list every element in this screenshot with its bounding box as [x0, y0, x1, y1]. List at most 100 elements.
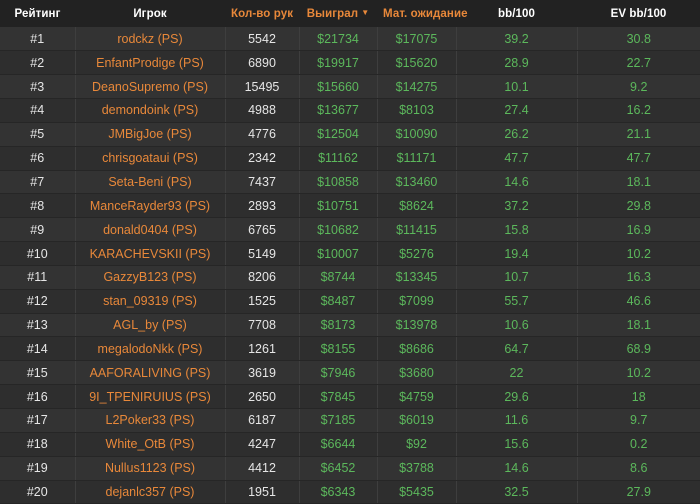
cell-amount-won: $7845 [299, 384, 378, 409]
cell-bb-per-100: 47.7 [456, 146, 578, 171]
table-row[interactable]: #5 JMBigJoe (PS) 4776 $12504 $10090 26.2 21.1 [0, 122, 700, 147]
cell-rank: #4 [0, 98, 76, 123]
cell-hands-count: 5149 [225, 241, 300, 266]
cell-rank: #6 [0, 146, 76, 171]
cell-hands-count: 2342 [225, 146, 300, 171]
cell-player-name[interactable]: EnfantProdige (PS) [75, 50, 226, 76]
cell-player-name[interactable]: rodckz (PS) [75, 27, 226, 52]
cell-bb-per-100: 22 [456, 360, 578, 386]
cell-hands-count: 5542 [225, 27, 300, 52]
cell-player-name[interactable]: White_OtB (PS) [75, 432, 226, 457]
column-header-ev[interactable]: Мат. ожидание [377, 0, 468, 27]
cell-hands-count: 1261 [225, 336, 300, 362]
table-row[interactable]: #18 White_OtB (PS) 4247 $6644 $92 15.6 0.2 [0, 432, 700, 457]
cell-expected-value: $8624 [377, 193, 457, 219]
table-row[interactable]: #2 EnfantProdige (PS) 6890 $19917 $15620 28.9… [0, 50, 700, 76]
cell-ev-bb-per-100: 0.2 [577, 432, 700, 457]
cell-player-name[interactable]: Nullus1123 (PS) [75, 456, 226, 481]
table-row[interactable]: #8 ManceRayder93 (PS) 2893 $10751 $8624 37.2 2… [0, 193, 700, 219]
cell-player-name[interactable]: ManceRayder93 (PS) [75, 193, 226, 219]
cell-hands-count: 6187 [225, 408, 300, 433]
table-row[interactable]: #13 AGL_by (PS) 7708 $8173 $13978 10.6 18.1 [0, 313, 700, 338]
cell-hands-count: 6765 [225, 217, 300, 243]
cell-player-name[interactable]: megalodoNkk (PS) [75, 336, 226, 362]
table-row[interactable]: #11 GazzyB123 (PS) 8206 $8744 $13345 10.7 16.3 [0, 265, 700, 290]
cell-ev-bb-per-100: 9.2 [577, 74, 700, 100]
cell-expected-value: $8686 [377, 336, 457, 362]
table-row[interactable]: #9 donald0404 (PS) 6765 $10682 $11415 15.8 16.… [0, 217, 700, 243]
cell-ev-bb-per-100: 27.9 [577, 480, 700, 504]
cell-rank: #18 [0, 432, 76, 457]
cell-rank: #13 [0, 313, 76, 338]
cell-rank: #3 [0, 74, 76, 100]
column-header-ev-label: Мат. ожидание [383, 7, 468, 20]
cell-ev-bb-per-100: 68.9 [577, 336, 700, 362]
cell-bb-per-100: 37.2 [456, 193, 578, 219]
column-header-player[interactable]: Игрок [75, 0, 225, 27]
cell-player-name[interactable]: AGL_by (PS) [75, 313, 226, 338]
cell-player-name[interactable]: GazzyB123 (PS) [75, 265, 226, 290]
cell-rank: #14 [0, 336, 76, 362]
cell-bb-per-100: 10.7 [456, 265, 578, 290]
cell-player-name[interactable]: JMBigJoe (PS) [75, 122, 226, 147]
cell-amount-won: $7185 [299, 408, 378, 433]
cell-player-name[interactable]: stan_09319 (PS) [75, 289, 226, 314]
cell-expected-value: $13345 [377, 265, 457, 290]
cell-bb-per-100: 28.9 [456, 50, 578, 76]
table-row[interactable]: #1 rodckz (PS) 5542 $21734 $17075 39.2 30.8 [0, 27, 700, 52]
column-header-evbb100[interactable]: EV bb/100 [577, 0, 700, 27]
table-row[interactable]: #10 KARACHEVSKII (PS) 5149 $10007 $5276 19.4 1… [0, 241, 700, 266]
cell-player-name[interactable]: 9I_TPENIRUIUS (PS) [75, 384, 226, 409]
cell-player-name[interactable]: dejanlc357 (PS) [75, 480, 226, 504]
cell-expected-value: $17075 [377, 27, 457, 52]
cell-bb-per-100: 55.7 [456, 289, 578, 314]
cell-hands-count: 2893 [225, 193, 300, 219]
table-row[interactable]: #4 demondoink (PS) 4988 $13677 $8103 27.4 16.2 [0, 98, 700, 123]
cell-rank: #19 [0, 456, 76, 481]
cell-amount-won: $8155 [299, 336, 378, 362]
cell-player-name[interactable]: DeanoSupremo (PS) [75, 74, 226, 100]
column-header-won[interactable]: Выиграл ▼ [299, 0, 377, 27]
cell-amount-won: $7946 [299, 360, 378, 386]
cell-player-name[interactable]: AAFORALIVING (PS) [75, 360, 226, 386]
column-header-bb100-label: bb/100 [497, 7, 536, 20]
column-header-rank[interactable]: Рейтинг [0, 0, 75, 27]
cell-hands-count: 6890 [225, 50, 300, 76]
cell-player-name[interactable]: demondoink (PS) [75, 98, 226, 123]
table-row[interactable]: #17 L2Poker33 (PS) 6187 $7185 $6019 11.6 9.7 [0, 408, 700, 433]
cell-hands-count: 1525 [225, 289, 300, 314]
table-row[interactable]: #16 9I_TPENIRUIUS (PS) 2650 $7845 $4759 29.6 1… [0, 384, 700, 409]
table-row[interactable]: #7 Seta-Beni (PS) 7437 $10858 $13460 14.6 18.1 [0, 170, 700, 195]
table-row[interactable]: #6 chrisgoataui (PS) 2342 $11162 $11171 47.7 4… [0, 146, 700, 171]
table-row[interactable]: #15 AAFORALIVING (PS) 3619 $7946 $3680 22 10.2 [0, 360, 700, 386]
cell-bb-per-100: 19.4 [456, 241, 578, 266]
cell-player-name[interactable]: KARACHEVSKII (PS) [75, 241, 226, 266]
cell-expected-value: $14275 [377, 74, 457, 100]
cell-bb-per-100: 14.6 [456, 456, 578, 481]
table-row[interactable]: #12 stan_09319 (PS) 1525 $8487 $7099 55.7 46.6 [0, 289, 700, 314]
cell-bb-per-100: 11.6 [456, 408, 578, 433]
cell-ev-bb-per-100: 9.7 [577, 408, 700, 433]
cell-ev-bb-per-100: 30.8 [577, 27, 700, 52]
cell-player-name[interactable]: Seta-Beni (PS) [75, 170, 226, 195]
cell-bb-per-100: 15.6 [456, 432, 578, 457]
cell-player-name[interactable]: L2Poker33 (PS) [75, 408, 226, 433]
table-row[interactable]: #19 Nullus1123 (PS) 4412 $6452 $3788 14.6 8.6 [0, 456, 700, 481]
cell-amount-won: $19917 [299, 50, 378, 76]
sort-desc-icon[interactable]: ▼ [361, 8, 370, 18]
column-header-hands[interactable]: Кол-во рук [225, 0, 299, 27]
cell-player-name[interactable]: chrisgoataui (PS) [75, 146, 226, 171]
table-row[interactable]: #14 megalodoNkk (PS) 1261 $8155 $8686 64.7 68.… [0, 336, 700, 362]
cell-player-name[interactable]: donald0404 (PS) [75, 217, 226, 243]
cell-ev-bb-per-100: 22.7 [577, 50, 700, 76]
column-header-bb100[interactable]: bb/100 [456, 0, 577, 27]
cell-ev-bb-per-100: 21.1 [577, 122, 700, 147]
cell-hands-count: 8206 [225, 265, 300, 290]
cell-rank: #2 [0, 50, 76, 76]
cell-rank: #8 [0, 193, 76, 219]
table-row[interactable]: #3 DeanoSupremo (PS) 15495 $15660 $14275 10.1… [0, 74, 700, 100]
cell-expected-value: $10090 [377, 122, 457, 147]
cell-expected-value: $92 [377, 432, 457, 457]
table-row[interactable]: #20 dejanlc357 (PS) 1951 $6343 $5435 32.5 27.9 [0, 480, 700, 504]
